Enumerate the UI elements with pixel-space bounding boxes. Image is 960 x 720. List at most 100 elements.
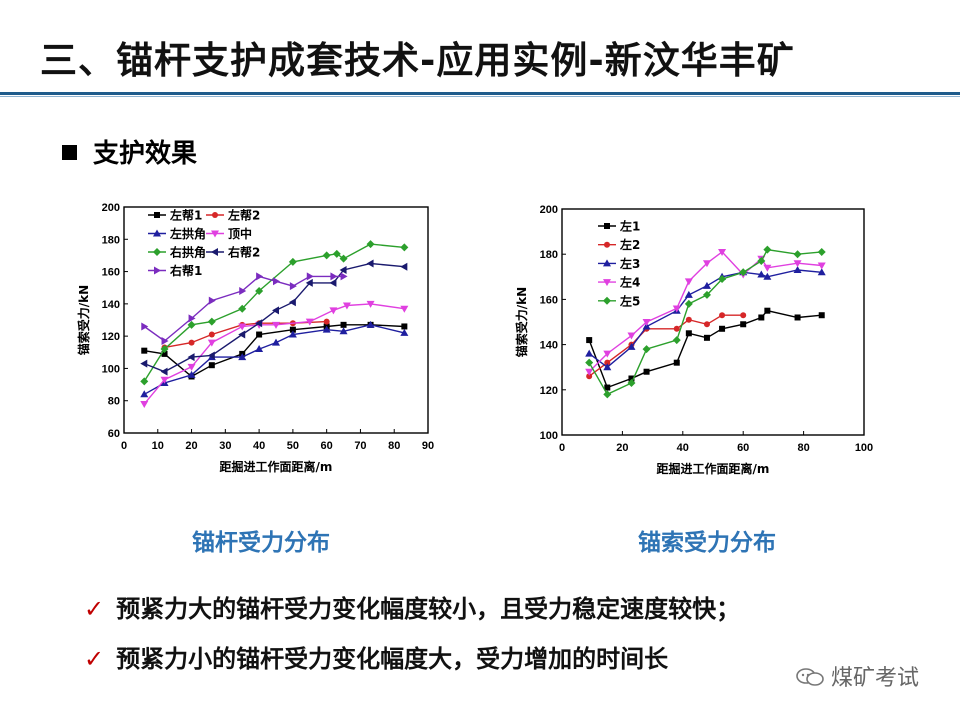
chart1-data-point [340, 272, 348, 281]
chart1-y-tick-label: 200 [102, 202, 120, 214]
chart1-data-point [342, 302, 351, 310]
bullet-1: ✓ 预紧力大的锚杆受力变化幅度较小，且受力稳定速度较快； [84, 589, 740, 624]
chart1-data-point [288, 298, 296, 307]
chart2-data-point [757, 270, 766, 278]
chart2-data-point [718, 275, 727, 284]
chart2-data-point [586, 337, 593, 344]
chart1-x-axis-label: 距掘进工作面距离/m [220, 459, 333, 474]
chart2-y-tick-label: 140 [540, 340, 558, 352]
chart1-data-point [187, 320, 196, 329]
bullet-2: ✓ 预紧力小的锚杆受力变化幅度大，受力增加的时间长 [84, 639, 668, 674]
chart2-legend-marker [603, 259, 611, 267]
watermark-text: 煤矿考试 [831, 666, 920, 691]
chart1-legend-label: 左帮2 [227, 208, 260, 223]
chart2-x-tick-label: 80 [797, 442, 809, 454]
chart2-data-point [757, 256, 766, 265]
chart1-data-point [208, 362, 215, 369]
section-heading: 支护效果 [62, 133, 197, 170]
chart2-data-point [603, 390, 612, 399]
chart2-data-point [586, 373, 593, 380]
bullet-1-text: 预紧力大的锚杆受力变化幅度较小，且受力稳定速度较快； [116, 595, 741, 623]
chart2-data-point [685, 330, 692, 337]
chart2-x-tick-label: 0 [559, 442, 565, 454]
chart1-data-point [238, 330, 246, 339]
chart2-data-point [702, 281, 711, 289]
chart2-data-point [764, 307, 771, 314]
chart2-data-point [794, 314, 801, 321]
chart1-legend-marker [212, 212, 218, 218]
chart1-data-point [187, 353, 195, 362]
chart2-y-axis-label: 锚索受力/kN [514, 287, 529, 357]
chart2-y-tick-label: 160 [540, 294, 558, 306]
chart2-data-point [672, 336, 681, 345]
chart2-data-point [673, 325, 680, 332]
chart1-legend-marker [211, 230, 219, 238]
chart1-y-tick-label: 120 [102, 331, 120, 343]
chart2-y-tick-label: 120 [540, 385, 558, 397]
page-title: 三、锚杆支护成套技术-应用实例-新汶华丰矿 [40, 39, 795, 82]
chart1-data-point [272, 306, 279, 315]
check-icon: ✓ [84, 645, 105, 673]
chart2-data-point [585, 368, 594, 376]
chart1-x-tick-label: 10 [152, 440, 164, 452]
wechat-icon [796, 668, 824, 686]
chart1-data-point [207, 339, 216, 347]
chart1-legend-marker [153, 229, 161, 237]
chart2-legend-label: 左3 [619, 256, 640, 271]
chart2-plot-frame [561, 208, 865, 436]
chart2-data-point [673, 359, 680, 366]
chart1-data-point [207, 351, 215, 360]
chart1-legend-marker [154, 266, 161, 275]
title-divider [0, 92, 960, 95]
chart1-data-point [256, 331, 263, 338]
chart1-y-tick-label: 180 [102, 234, 120, 246]
chart1-data-point [140, 359, 148, 368]
chart2-data-point [603, 363, 612, 371]
chart1-data-point [160, 376, 169, 384]
chart1-data-point [400, 262, 408, 271]
chart2-legend-label: 左4 [619, 275, 640, 290]
chart2-data-point [763, 264, 772, 272]
chart1-x-tick-label: 20 [185, 440, 197, 452]
chart2-series-line-2 [588, 314, 744, 377]
chart2-data-point [793, 250, 802, 259]
chart1-data-point [272, 338, 280, 346]
chart2-data-point [672, 305, 681, 313]
chart1-legend-marker [153, 248, 161, 256]
chart1-data-point [305, 318, 314, 326]
chart2-data-point [763, 272, 772, 280]
chart1-data-point [141, 322, 149, 331]
chart1-data-point [289, 326, 296, 333]
chart1-data-point [366, 320, 375, 328]
chart2-data-point [604, 359, 611, 366]
chart1-data-point [161, 336, 169, 345]
chart1-data-point [160, 367, 168, 376]
chart1-y-tick-label: 100 [102, 363, 120, 375]
chart1-data-point [400, 305, 409, 313]
chart2-data-point [719, 312, 726, 319]
chart1-data-point [306, 272, 314, 281]
chart1-y-tick-label: 80 [108, 396, 120, 408]
chart1-data-point [140, 390, 149, 398]
chart1-legend-label: 左拱角 [169, 226, 206, 241]
chart1-series-line-5 [143, 243, 405, 382]
chart1-data-point [188, 314, 196, 323]
chart1-data-point [332, 249, 341, 258]
chart2-data-point [763, 245, 772, 254]
chart1-data-point [401, 323, 408, 330]
chart2-data-point [628, 375, 635, 382]
chart2-data-point [719, 325, 726, 332]
chart1-data-point [272, 321, 280, 329]
chart1-data-point [400, 328, 409, 336]
chart1-x-tick-label: 40 [253, 440, 265, 452]
chart1-data-point [238, 353, 247, 361]
chart2-data-point [758, 314, 765, 321]
chart1-data-point [239, 286, 247, 295]
chart1-data-point [255, 286, 264, 295]
chart1-data-point [339, 265, 347, 274]
chart1-data-point [207, 317, 216, 326]
chart1-x-tick-label: 70 [354, 440, 366, 452]
chart1-data-point [322, 325, 331, 333]
chart1-data-point [366, 300, 375, 308]
chart1-data-point [255, 319, 263, 328]
